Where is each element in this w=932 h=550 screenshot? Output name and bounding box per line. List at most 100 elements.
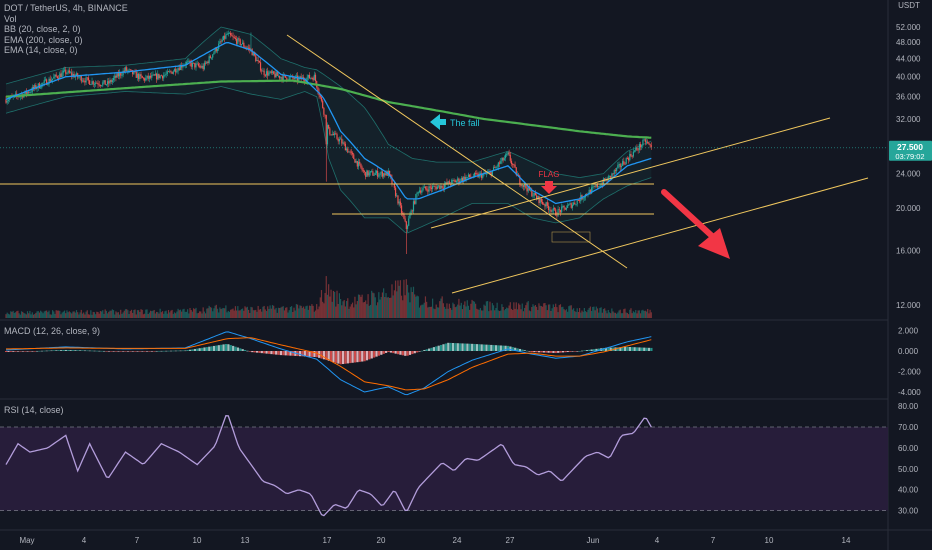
volume-bar <box>38 312 41 318</box>
candle-body <box>394 187 397 197</box>
candle <box>95 80 97 87</box>
volume-bar <box>605 310 607 318</box>
candle-body <box>623 161 625 164</box>
volume-bar <box>538 303 540 318</box>
candle-body <box>203 62 205 70</box>
candle <box>84 77 86 86</box>
volume-bar <box>509 302 511 318</box>
volume-bar <box>108 311 110 318</box>
candle-body <box>490 172 492 176</box>
candle <box>101 85 103 87</box>
macd-histogram-bar <box>633 347 636 351</box>
volume-bar <box>177 308 179 318</box>
volume-bar <box>221 308 223 318</box>
candle-body <box>93 83 96 85</box>
macd-indicator-label[interactable]: MACD (12, 26, close, 9) <box>4 326 101 336</box>
candle <box>261 68 263 75</box>
volume-bar <box>129 311 131 318</box>
volume-bar <box>378 292 380 318</box>
candle-body <box>320 97 323 101</box>
candle-body <box>124 67 127 72</box>
candle-body <box>388 170 391 175</box>
volume-bar <box>146 309 148 318</box>
macd-histogram-bar <box>416 351 419 353</box>
macd-histogram-bar <box>157 350 161 352</box>
ema200-indicator-label[interactable]: EMA (200, close, 0) <box>4 34 83 45</box>
volume-bar <box>46 310 48 318</box>
volume-bar <box>218 312 220 318</box>
candle-body <box>132 70 134 75</box>
candle <box>553 206 556 211</box>
volume-bar <box>405 279 407 318</box>
candle-body <box>399 201 401 206</box>
candle-body <box>249 47 251 50</box>
candle-body <box>545 202 547 207</box>
bb-indicator-label[interactable]: BB (20, close, 2, 0) <box>4 24 81 34</box>
candle <box>219 38 221 45</box>
candle-body <box>279 75 281 79</box>
candle <box>338 136 341 145</box>
ema14-indicator-label[interactable]: EMA (14, close, 0) <box>4 45 78 55</box>
rsi-indicator-label[interactable]: RSI (14, close) <box>4 405 64 415</box>
candle-body <box>447 181 449 185</box>
macd-histogram-bar <box>227 344 230 351</box>
time-tick-label: 4 <box>82 536 87 545</box>
candle-body <box>98 84 100 86</box>
candle-body <box>331 134 333 136</box>
candle <box>547 202 550 213</box>
candle-body <box>636 147 638 150</box>
candle <box>645 138 648 145</box>
volume-bar <box>127 310 129 318</box>
candle <box>607 174 609 181</box>
symbol-title[interactable]: DOT / TetherUS, 4h, BINANCE <box>4 3 128 13</box>
candle-body <box>369 171 372 173</box>
volume-bar <box>373 293 375 318</box>
macd-histogram-bar <box>628 347 631 351</box>
time-tick-label: 10 <box>765 536 774 545</box>
candle <box>237 37 239 47</box>
volume-bar <box>36 311 38 318</box>
candle-body <box>115 75 117 78</box>
candle-body <box>247 47 250 49</box>
rsi-tick-label: 30.00 <box>898 507 919 516</box>
macd-histogram-bar <box>449 342 452 351</box>
candle-body <box>644 139 646 143</box>
candle-body <box>546 202 548 206</box>
volume-bar <box>133 310 135 318</box>
candle-body <box>455 180 458 183</box>
vol-indicator-label[interactable]: Vol <box>4 13 17 24</box>
macd-histogram-bar <box>547 351 550 353</box>
candle <box>384 171 386 178</box>
macd-histogram-bar <box>557 351 560 353</box>
volume-bar <box>60 314 62 318</box>
candle <box>428 184 430 194</box>
candle-body <box>185 62 188 65</box>
volume-bar <box>430 306 433 318</box>
candle <box>307 74 309 81</box>
candle <box>411 209 413 214</box>
macd-histogram-bar <box>239 348 242 351</box>
macd-tick-label: -2.000 <box>898 368 921 377</box>
candle-body <box>526 187 528 192</box>
macd-histogram-bar <box>186 350 189 351</box>
volume-bar <box>380 297 382 318</box>
candle-body <box>208 56 210 63</box>
candle <box>466 176 468 179</box>
candle <box>498 160 501 168</box>
candle <box>62 67 64 77</box>
candle-body <box>524 184 526 187</box>
candle <box>265 68 268 78</box>
macd-histogram-bar <box>545 351 548 353</box>
volume-bar <box>277 307 280 318</box>
macd-histogram-bar <box>229 345 232 351</box>
candle-body <box>306 77 308 82</box>
candle-body <box>267 71 269 76</box>
candle <box>369 171 372 176</box>
trendline-drawings[interactable] <box>0 34 869 294</box>
candle <box>495 165 497 169</box>
candle <box>142 76 145 81</box>
volume-bar <box>465 306 467 318</box>
macd-histogram-bar <box>217 345 220 351</box>
candle-body <box>104 80 106 85</box>
